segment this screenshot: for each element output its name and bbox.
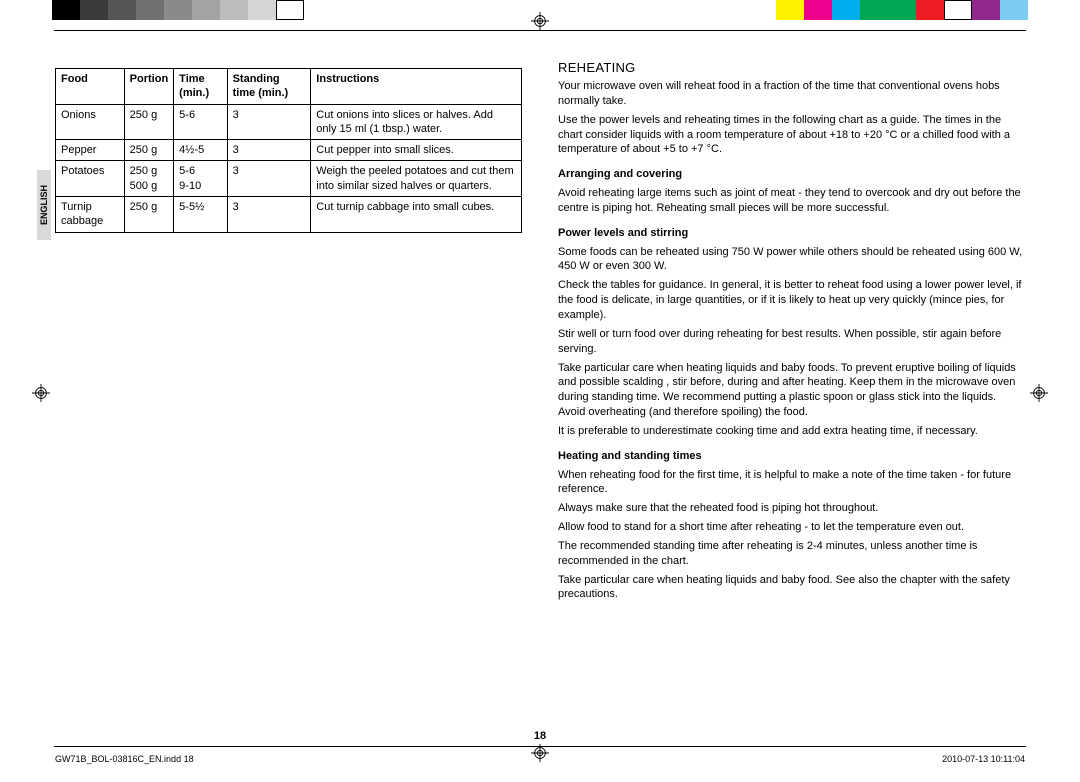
th-standing: Standing time (min.) [227, 69, 311, 105]
para-power-a: Some foods can be reheated using 750 W p… [558, 245, 1025, 275]
table-row: Pepper250 g4½-53Cut pepper into small sl… [56, 140, 522, 161]
color-swatch [832, 0, 860, 20]
th-food: Food [56, 69, 125, 105]
color-swatch [192, 0, 220, 20]
th-portion: Portion [124, 69, 174, 105]
para-heating-b: Always make sure that the reheated food … [558, 501, 1025, 516]
table-cell: 250 g [124, 197, 174, 233]
color-swatch [860, 0, 888, 20]
para-heating-d: The recommended standing time after rehe… [558, 539, 1025, 569]
footer-timestamp: 2010-07-13 10:11:04 [942, 754, 1025, 764]
color-swatch [108, 0, 136, 20]
para-power-e: It is preferable to underestimate cookin… [558, 424, 1025, 439]
para-heating-a: When reheating food for the first time, … [558, 468, 1025, 498]
table-cell: Onions [56, 104, 125, 140]
table-cell: Cut turnip cabbage into small cubes. [311, 197, 522, 233]
color-swatch [916, 0, 944, 20]
table-cell: 3 [227, 197, 311, 233]
right-column: REHEATING Your microwave oven will rehea… [558, 60, 1025, 722]
language-tab: ENGLISH [37, 170, 51, 240]
th-time: Time (min.) [174, 69, 227, 105]
color-swatch [80, 0, 108, 20]
table-cell: Cut onions into slices or halves. Add on… [311, 104, 522, 140]
color-bar-right [776, 0, 1028, 20]
hairline-top [54, 30, 1026, 31]
para-power-c: Stir well or turn food over during rehea… [558, 327, 1025, 357]
section-title: REHEATING [558, 60, 1025, 75]
color-swatch [776, 0, 804, 20]
para-power-b: Check the tables for guidance. In genera… [558, 278, 1025, 323]
registration-mark-left [32, 384, 50, 402]
subhead-heating: Heating and standing times [558, 449, 1025, 464]
color-swatch [220, 0, 248, 20]
table-cell: 5-5½ [174, 197, 227, 233]
registration-mark-right [1030, 384, 1048, 402]
footer: GW71B_BOL-03816C_EN.indd 18 2010-07-13 1… [55, 754, 1025, 764]
table-cell: Turnip cabbage [56, 197, 125, 233]
color-swatch [136, 0, 164, 20]
table-cell: 3 [227, 140, 311, 161]
footer-file: GW71B_BOL-03816C_EN.indd 18 [55, 754, 194, 764]
color-swatch [944, 0, 972, 20]
table-cell: 5-6 9-10 [174, 161, 227, 197]
para-heating-c: Allow food to stand for a short time aft… [558, 520, 1025, 535]
table-cell: 250 g [124, 104, 174, 140]
page-content: ENGLISH Food Portion Time (min.) Standin… [55, 60, 1025, 722]
color-swatch [52, 0, 80, 20]
table-cell: Weigh the peeled potatoes and cut them i… [311, 161, 522, 197]
table-header-row: Food Portion Time (min.) Standing time (… [56, 69, 522, 105]
color-bar-left [52, 0, 304, 20]
table-cell: Pepper [56, 140, 125, 161]
table-row: Potatoes250 g 500 g5-6 9-103Weigh the pe… [56, 161, 522, 197]
left-column: Food Portion Time (min.) Standing time (… [55, 60, 522, 722]
registration-mark-top [531, 12, 549, 30]
color-swatch [1000, 0, 1028, 20]
page-number: 18 [534, 730, 546, 742]
cooking-table: Food Portion Time (min.) Standing time (… [55, 68, 522, 233]
para-power-d: Take particular care when heating liquid… [558, 361, 1025, 420]
table-row: Onions250 g5-63Cut onions into slices or… [56, 104, 522, 140]
subhead-power: Power levels and stirring [558, 226, 1025, 241]
table-cell: Cut pepper into small slices. [311, 140, 522, 161]
table-cell: 5-6 [174, 104, 227, 140]
table-cell: 250 g [124, 140, 174, 161]
table-row: Turnip cabbage250 g5-5½3Cut turnip cabba… [56, 197, 522, 233]
subhead-arranging: Arranging and covering [558, 167, 1025, 182]
para-heating-e: Take particular care when heating liquid… [558, 573, 1025, 603]
intro-text-2: Use the power levels and reheating times… [558, 113, 1025, 158]
table-cell: 250 g 500 g [124, 161, 174, 197]
table-cell: 3 [227, 161, 311, 197]
color-swatch [276, 0, 304, 20]
table-cell: 4½-5 [174, 140, 227, 161]
color-swatch [972, 0, 1000, 20]
table-body: Onions250 g5-63Cut onions into slices or… [56, 104, 522, 232]
intro-text-1: Your microwave oven will reheat food in … [558, 79, 1025, 109]
para-arranging: Avoid reheating large items such as join… [558, 186, 1025, 216]
table-cell: 3 [227, 104, 311, 140]
color-swatch [888, 0, 916, 20]
color-swatch [248, 0, 276, 20]
color-swatch [804, 0, 832, 20]
th-instructions: Instructions [311, 69, 522, 105]
color-swatch [164, 0, 192, 20]
table-cell: Potatoes [56, 161, 125, 197]
